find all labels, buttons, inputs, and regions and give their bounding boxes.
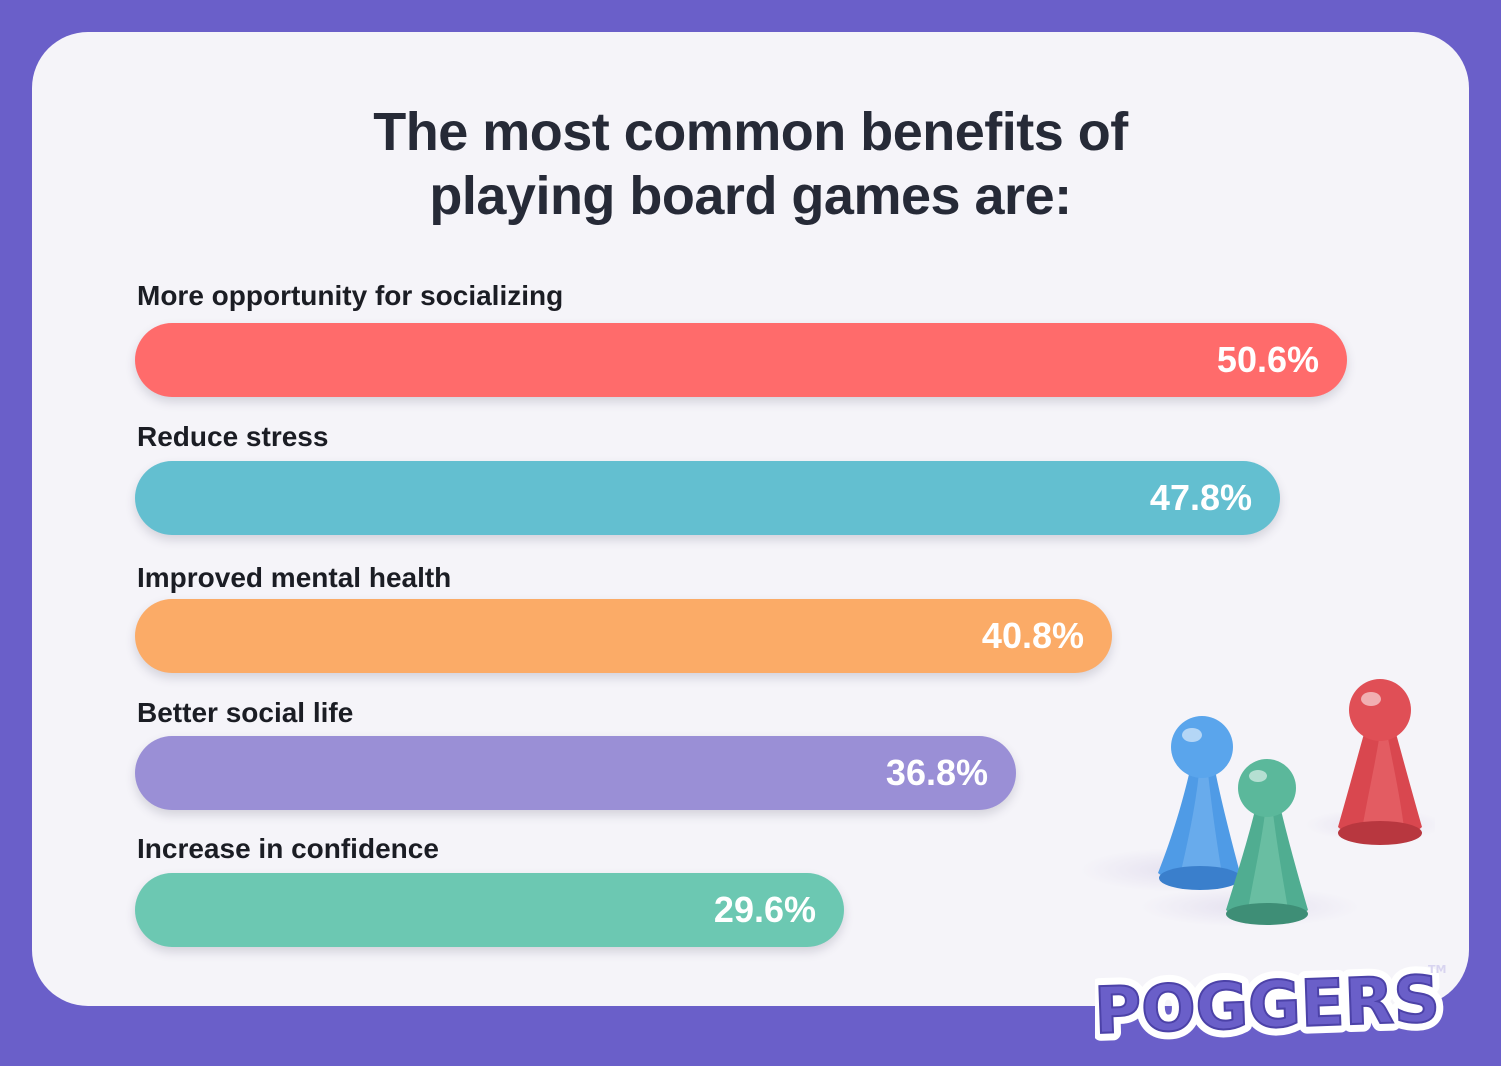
svg-text:TM: TM: [1428, 963, 1446, 976]
bar-value-label: 36.8%: [886, 736, 988, 810]
category-label: More opportunity for socializing: [137, 280, 563, 312]
bar-value-label: 40.8%: [982, 599, 1084, 673]
bar-value-label: 29.6%: [714, 873, 816, 947]
category-label: Improved mental health: [137, 562, 451, 594]
bar-value-label: 50.6%: [1217, 323, 1319, 397]
chart-title-line-1: The most common benefits of: [0, 100, 1501, 164]
category-label: Reduce stress: [137, 421, 328, 453]
bar: 50.6%: [135, 323, 1347, 397]
poggers-logo: POGGERS POGGERS TM: [1095, 955, 1455, 1050]
bar: 36.8%: [135, 736, 1016, 810]
bar: 40.8%: [135, 599, 1112, 673]
chart-title-line-2: playing board games are:: [0, 164, 1501, 228]
blue-pawn-icon: [1158, 716, 1241, 890]
chart-title: The most common benefits of playing boar…: [0, 100, 1501, 228]
board-game-pawns-illustration: [1075, 675, 1435, 935]
svg-text:POGGERS: POGGERS: [1095, 963, 1441, 1049]
category-label: Better social life: [137, 697, 353, 729]
bar: 29.6%: [135, 873, 844, 947]
bar-value-label: 47.8%: [1150, 461, 1252, 535]
category-label: Increase in confidence: [137, 833, 439, 865]
green-pawn-icon: [1226, 759, 1308, 925]
bar: 47.8%: [135, 461, 1280, 535]
red-pawn-icon: [1338, 679, 1422, 845]
